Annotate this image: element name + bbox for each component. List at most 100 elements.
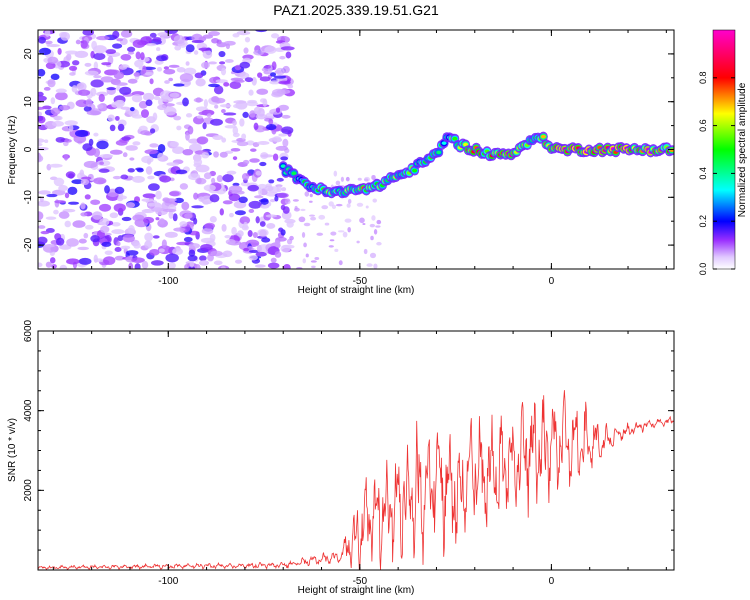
noise-blob <box>193 50 199 55</box>
noise-blob <box>267 262 280 269</box>
noise-blob <box>188 249 196 257</box>
noise-blob <box>66 238 79 247</box>
noise-blob <box>38 262 43 268</box>
noise-blob <box>158 248 165 253</box>
noise-blob <box>145 43 157 47</box>
noise-blob <box>141 260 149 269</box>
noise-blob <box>228 193 241 202</box>
noise-blob <box>239 118 245 127</box>
noise-blob <box>248 208 255 214</box>
spectrogram-cells <box>38 30 674 269</box>
noise-blob <box>370 235 374 241</box>
noise-blob <box>120 106 131 110</box>
noise-blob <box>268 118 274 125</box>
noise-blob <box>308 214 316 217</box>
noise-blob <box>213 260 223 266</box>
noise-blob <box>129 157 135 161</box>
noise-blob <box>39 196 44 203</box>
x-tick-label: -100 <box>158 576 178 587</box>
spectrogram-y-axis: 20 10 0 -10 -20 <box>23 29 674 270</box>
noise-blob <box>232 132 240 138</box>
noise-blob <box>203 172 212 180</box>
noise-blob <box>187 125 194 135</box>
noise-blob <box>83 105 92 112</box>
noise-blob <box>309 193 313 198</box>
noise-blob <box>184 213 193 219</box>
noise-blob <box>198 111 209 116</box>
noise-blob <box>150 260 164 266</box>
noise-blob <box>104 185 110 194</box>
noise-blob <box>253 122 259 131</box>
noise-blob <box>149 143 159 148</box>
noise-blob <box>155 55 168 62</box>
noise-blob <box>65 50 79 55</box>
noise-blob <box>183 67 197 75</box>
noise-blob <box>72 220 86 228</box>
noise-blob <box>302 258 307 264</box>
noise-blob <box>148 183 160 191</box>
noise-blob <box>135 51 141 60</box>
noise-blob <box>152 235 160 239</box>
noise-blob <box>356 240 360 244</box>
noise-blob <box>225 239 236 245</box>
noise-blob <box>255 30 268 33</box>
noise-blob <box>98 203 112 212</box>
noise-blob <box>62 208 76 213</box>
noise-blob <box>38 153 42 162</box>
snr-x-axis: -100 -50 0 <box>52 331 667 587</box>
noise-blob <box>136 168 144 173</box>
noise-blob <box>244 77 254 83</box>
noise-blob <box>127 46 136 53</box>
noise-blob <box>183 81 191 86</box>
noise-blob <box>141 155 154 164</box>
noise-blob <box>142 216 155 224</box>
noise-blob <box>112 30 120 39</box>
noise-blob <box>346 203 351 208</box>
noise-blob <box>143 208 151 213</box>
noise-blob <box>328 245 334 248</box>
noise-blob <box>132 141 141 146</box>
noise-blob <box>239 216 251 225</box>
noise-blob <box>53 209 59 215</box>
noise-blob <box>106 87 117 91</box>
noise-blob <box>109 212 119 219</box>
noise-blob <box>80 178 90 186</box>
noise-blob <box>195 78 206 87</box>
noise-blob <box>276 89 291 95</box>
noise-blob <box>38 115 46 124</box>
noise-blob <box>165 253 179 263</box>
noise-blob <box>93 52 106 61</box>
noise-blob <box>51 264 57 269</box>
noise-blob <box>38 68 46 77</box>
noise-blob <box>255 216 260 224</box>
noise-blob <box>149 32 157 38</box>
noise-blob <box>174 197 184 204</box>
noise-blob <box>274 195 279 202</box>
noise-blob <box>66 258 80 265</box>
noise-blob <box>93 254 98 263</box>
noise-blob <box>121 136 131 141</box>
noise-blob <box>272 153 279 161</box>
noise-blob <box>166 162 179 167</box>
noise-blob <box>144 232 154 242</box>
y-tick-label: 10 <box>23 96 34 108</box>
noise-blob <box>38 200 50 207</box>
snr-panel: -100 -50 0 2000 4000 6000 Height of straight… <box>7 319 675 596</box>
snr-series-line <box>38 390 674 570</box>
noise-blob <box>335 203 343 207</box>
noise-blob <box>333 170 338 177</box>
noise-blob <box>201 61 210 69</box>
noise-blob <box>296 266 303 269</box>
noise-blob <box>131 257 145 263</box>
noise-blob <box>59 104 71 111</box>
noise-blob <box>214 97 226 104</box>
y-tick-label: -20 <box>23 237 34 252</box>
noise-blob <box>162 197 170 203</box>
noise-blob <box>219 208 224 216</box>
noise-blob <box>234 259 243 264</box>
colorbar-label: Normalized spectral amplitude <box>737 82 748 217</box>
noise-blob <box>196 115 203 119</box>
noise-blob <box>278 80 291 85</box>
noise-blob <box>93 132 99 137</box>
noise-blob <box>242 159 250 165</box>
